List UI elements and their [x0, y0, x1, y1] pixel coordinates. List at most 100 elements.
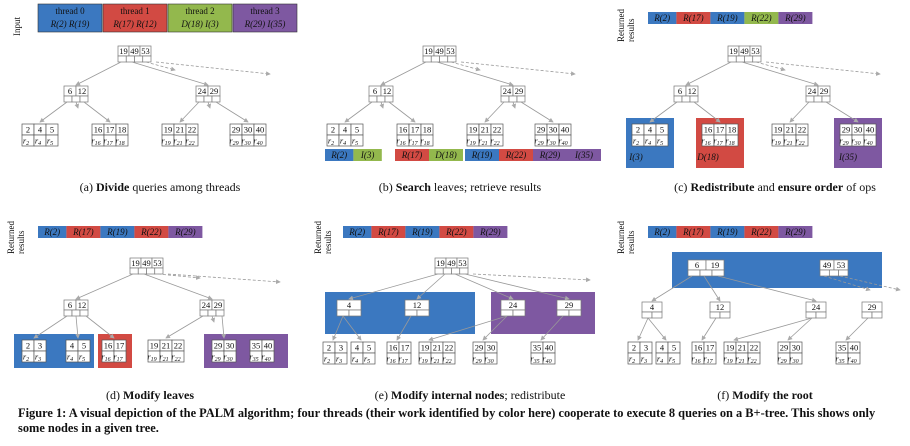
root-f-key: 19 [711, 260, 720, 270]
node-pointer-cell [451, 267, 461, 275]
leaf-1-value: r17 [408, 136, 418, 148]
leaf-value-cell [442, 352, 456, 365]
node-pointer-cell [129, 267, 139, 275]
leaf-3-value: r22 [442, 354, 451, 366]
node-pointer-cell [813, 95, 823, 103]
node-pointer-cell [207, 309, 217, 317]
node-pointer-cell [203, 95, 213, 103]
node-pointer-cell [556, 309, 570, 317]
edge-arrow [75, 61, 122, 86]
leaf-value-cell [115, 134, 129, 147]
edge-arrow [165, 315, 204, 339]
node-pointer-cell [673, 95, 683, 103]
node-pointer-cell [709, 311, 721, 319]
result-chip-text: I(35) [574, 150, 593, 160]
leaf-2-value: r21 [478, 136, 487, 148]
leaf-0-value: r2 [328, 136, 334, 148]
result-chip-text: R(19) [716, 227, 738, 237]
leaf-1-value: r18 [115, 136, 124, 148]
left-internal-key: 12 [78, 86, 87, 96]
leaf-2-key: 19 [774, 125, 783, 135]
leaf-value-cell [703, 352, 717, 365]
node-pointer-cell [71, 309, 81, 317]
leaf-value-cell [77, 350, 91, 363]
edge-arrow [755, 61, 786, 72]
result-chip [325, 149, 354, 161]
node-pointer-cell [215, 309, 225, 317]
thread-box [232, 3, 298, 33]
edge-arrow [765, 61, 881, 76]
redistribute-label: I(35) [838, 152, 857, 162]
leaf-1-key: 5 [672, 343, 676, 353]
leaf-0-value: r3 [336, 354, 342, 366]
leaf-2-value: r16 [691, 354, 700, 366]
result-chip [710, 226, 745, 238]
leaf-3-value: r22 [747, 354, 756, 366]
returned-results-label-d: Returned results [6, 221, 26, 254]
leaf-1-value: r4 [657, 354, 663, 366]
node-pointer-cell [71, 95, 81, 103]
leaf-0-key: 3 [339, 343, 343, 353]
edge-arrow [733, 317, 813, 342]
result-chip-text: R(19) [716, 13, 738, 23]
root-key: 49 [740, 46, 749, 56]
leaf-5-value: r40 [261, 352, 270, 364]
node-pointer-cell [711, 269, 725, 277]
result-chip [465, 149, 499, 161]
node-pointer-cell [689, 95, 699, 103]
node-pointer-cell [516, 95, 526, 103]
leaf-3-value: r29 [229, 136, 238, 148]
node-pointer-cell [568, 309, 582, 317]
node-pointer-cell [79, 95, 89, 103]
leaf-value-cell [725, 134, 739, 147]
thread-ops: R(29) I(35) [244, 19, 286, 29]
node-pointer-cell [142, 55, 152, 63]
leaf-value-cell [33, 350, 47, 363]
leaf-0-key: 4 [38, 125, 43, 135]
leaf-3-key: 22 [445, 343, 454, 353]
left-internal-key: 12 [383, 86, 392, 96]
edge-arrow [348, 273, 439, 301]
leaf-3-key: 21 [433, 343, 442, 353]
leaf-3-value: r40 [253, 136, 262, 148]
root-key: 19 [131, 258, 140, 268]
leaf-2-key: 22 [493, 125, 502, 135]
leaf-3-key: 29 [842, 125, 851, 135]
leaf-0-key: 2 [331, 125, 335, 135]
result-chip [744, 226, 779, 238]
leaf-2-key: 16 [104, 341, 113, 351]
node-pointer-cell [828, 269, 840, 277]
right-internal-key: 24 [198, 86, 207, 96]
panel-d: Returned results R(2) R(17) R(19) R(22) R(29… [0, 210, 300, 400]
edge-arrow [215, 101, 249, 123]
panel-c: Returned results R(2) R(17) R(19) R(22) R(29… [610, 0, 910, 200]
leaf-3-key: 22 [174, 341, 183, 351]
result-chip-text: R(29) [784, 13, 806, 23]
result-chip-text: R(19) [471, 150, 493, 160]
edge-arrow [703, 275, 721, 302]
result-chip-text: R(29) [784, 227, 806, 237]
result-chip [676, 226, 711, 238]
leaf-value-cell [171, 350, 185, 363]
node-pointer-cell [815, 311, 827, 319]
redistribute-label: I(3) [628, 152, 643, 162]
node-pointer-cell [211, 95, 221, 103]
leaf-2-value: r22 [795, 136, 804, 148]
internal-f-key: 4 [650, 302, 655, 312]
node-pointer-cell [681, 95, 691, 103]
edge-arrow [83, 101, 111, 123]
panel-b: 19 49 53 6 12 24 29 2 r2 4 r4 5 r5 16 r16 17 r17 18 r18 19 r… [305, 0, 605, 200]
edge-arrow [155, 61, 271, 76]
edge-arrow [416, 273, 446, 300]
leaf-4-key: 29 [475, 343, 484, 353]
leaf-0-value: r5 [657, 136, 663, 148]
edge-arrow [39, 101, 68, 123]
tree-diagram-f: R(2) R(17) R(19) R(22) R(29)6 19 49 534 12 24 292r… [627, 226, 901, 366]
leaf-2-value: r17 [703, 354, 713, 366]
leaf-1-key: 18 [423, 125, 432, 135]
result-chip [168, 226, 203, 238]
leaf-1-value: r18 [725, 136, 734, 148]
tree-diagram-d: R(2) R(17) R(19) R(22) R(29)19 49 536 12 24 292r2… [14, 226, 288, 368]
leaf-1-value: r5 [79, 352, 85, 364]
node-pointer-cell [838, 269, 849, 277]
